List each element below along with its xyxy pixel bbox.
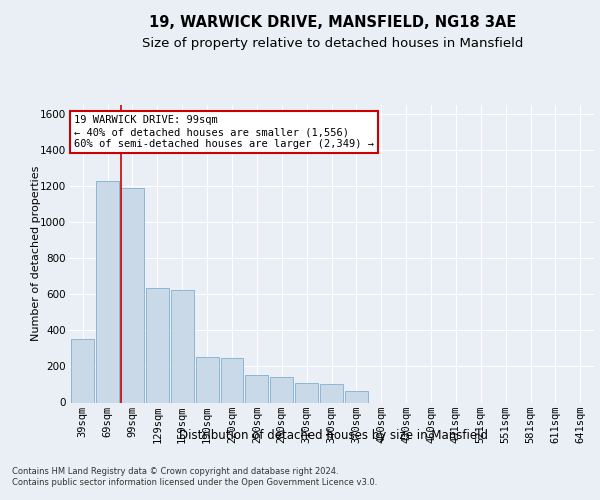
Bar xyxy=(171,290,194,403)
Bar xyxy=(71,340,94,402)
Text: Contains HM Land Registry data © Crown copyright and database right 2024.
Contai: Contains HM Land Registry data © Crown c… xyxy=(12,468,377,487)
Bar xyxy=(221,358,244,403)
Bar xyxy=(270,378,293,402)
Bar xyxy=(196,356,218,403)
Bar xyxy=(121,188,144,402)
Text: Distribution of detached houses by size in Mansfield: Distribution of detached houses by size … xyxy=(179,428,488,442)
Text: 19, WARWICK DRIVE, MANSFIELD, NG18 3AE: 19, WARWICK DRIVE, MANSFIELD, NG18 3AE xyxy=(149,15,517,30)
Bar xyxy=(245,374,268,402)
Bar xyxy=(96,180,119,402)
Text: 19 WARWICK DRIVE: 99sqm
← 40% of detached houses are smaller (1,556)
60% of semi: 19 WARWICK DRIVE: 99sqm ← 40% of detache… xyxy=(74,116,374,148)
Bar xyxy=(295,382,318,402)
Bar xyxy=(345,391,368,402)
Bar xyxy=(320,384,343,402)
Bar xyxy=(146,288,169,403)
Text: Size of property relative to detached houses in Mansfield: Size of property relative to detached ho… xyxy=(142,38,524,51)
Y-axis label: Number of detached properties: Number of detached properties xyxy=(31,166,41,342)
